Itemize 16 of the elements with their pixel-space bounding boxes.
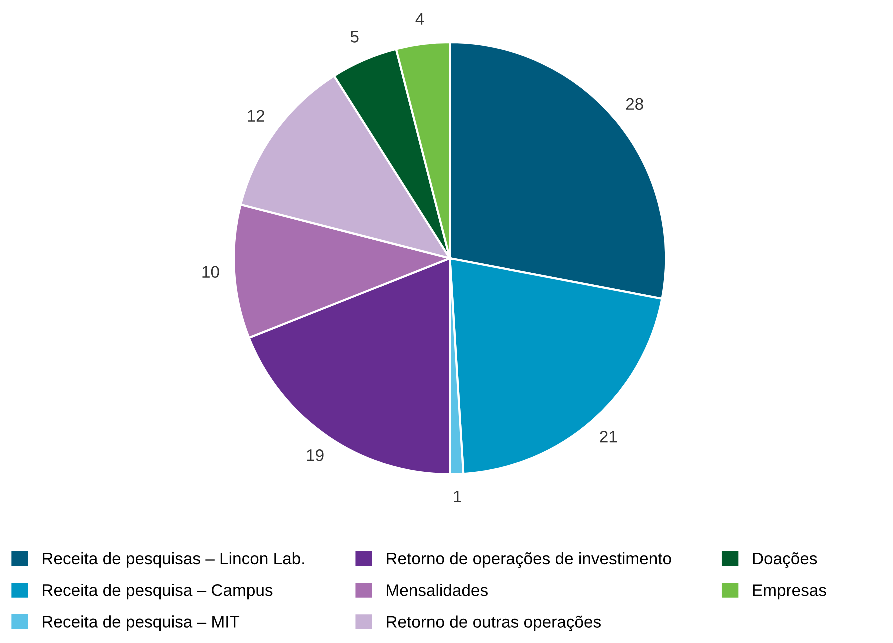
legend-label: Receita de pesquisa – MIT xyxy=(43,616,240,632)
legend-label: Receita de pesquisas – Lincon Lab. xyxy=(43,552,304,568)
legend-label: Mensalidades xyxy=(387,584,488,596)
data-label: 12 xyxy=(248,110,264,122)
legend-label: Retorno de operações de investimento xyxy=(387,552,672,568)
data-label: 5 xyxy=(350,31,359,43)
data-label: 28 xyxy=(626,98,644,110)
legend-label: Empresas xyxy=(753,584,826,600)
data-label: 19 xyxy=(307,450,324,462)
legend-label: Receita de pesquisa – Campus xyxy=(43,584,273,600)
legend-label: Retorno de outras operações xyxy=(387,616,601,632)
data-label: 21 xyxy=(600,431,618,443)
data-label: 1 xyxy=(454,491,462,502)
data-label: 4 xyxy=(416,13,424,25)
legend-label: Doações xyxy=(753,552,818,568)
data-label: 10 xyxy=(202,266,220,278)
